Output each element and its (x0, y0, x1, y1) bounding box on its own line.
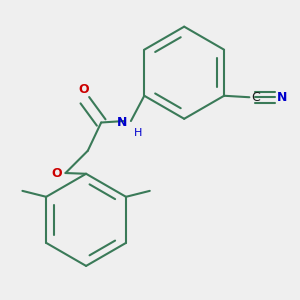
Text: H: H (134, 128, 142, 139)
Text: N: N (277, 91, 287, 104)
Text: O: O (51, 167, 62, 179)
Text: O: O (78, 83, 89, 96)
Text: N: N (117, 116, 127, 129)
Text: C: C (251, 91, 260, 104)
